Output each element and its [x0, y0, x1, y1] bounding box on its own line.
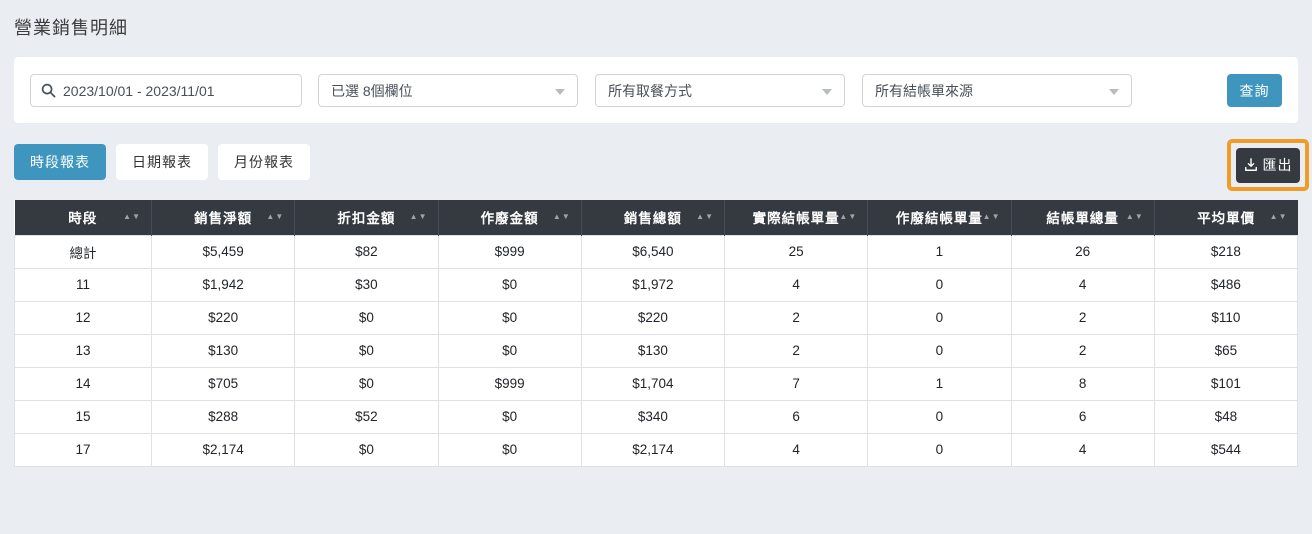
table-row: 15 $288 $52 $0 $340 6 0 6 $48 [14, 399, 1299, 434]
search-icon [41, 83, 56, 98]
table-row: 17 $2,174 $0 $0 $2,174 4 0 4 $544 [14, 432, 1299, 467]
chevron-down-icon [822, 89, 832, 95]
column-header-discount[interactable]: 折扣金額 ▲▼ [294, 200, 439, 235]
chevron-down-icon [1109, 89, 1119, 95]
report-tabs: 時段報表 日期報表 月份報表 [14, 144, 310, 180]
sort-icon: ▲▼ [1125, 212, 1144, 222]
export-label: 匯出 [1262, 157, 1293, 173]
column-header-avg-price[interactable]: 平均單價 ▲▼ [1154, 200, 1298, 235]
date-range-input[interactable]: 2023/10/01 - 2023/11/01 [30, 74, 302, 107]
table-row: 12 $220 $0 $0 $220 2 0 2 $110 [14, 300, 1299, 335]
table-row: 總計 $5,459 $82 $999 $6,540 25 1 26 $218 [14, 234, 1299, 269]
column-header-actual-bills[interactable]: 實際結帳單量 ▲▼ [724, 200, 869, 235]
bill-source-dropdown[interactable]: 所有結帳單來源 [862, 74, 1132, 107]
column-header-void-bills[interactable]: 作廢結帳單量 ▲▼ [867, 200, 1012, 235]
sort-icon: ▲▼ [123, 212, 141, 222]
sort-icon: ▲▼ [552, 212, 571, 222]
bill-source-value: 所有結帳單來源 [875, 82, 973, 99]
date-range-value: 2023/10/01 - 2023/11/01 [63, 82, 215, 99]
export-button[interactable]: 匯出 [1236, 147, 1300, 183]
column-header-net-sales[interactable]: 銷售淨額 ▲▼ [151, 200, 296, 235]
pickup-method-value: 所有取餐方式 [608, 82, 692, 99]
tab-time-report[interactable]: 時段報表 [14, 144, 106, 180]
column-header-total-bills[interactable]: 結帳單總量 ▲▼ [1011, 200, 1155, 235]
table-row: 13 $130 $0 $0 $130 2 0 2 $65 [14, 333, 1299, 368]
column-header-total-sales[interactable]: 銷售總額 ▲▼ [581, 200, 726, 235]
export-highlight-box: 匯出 [1227, 139, 1309, 191]
columns-select-dropdown[interactable]: 已選 8個欄位 [318, 74, 578, 107]
chevron-down-icon [555, 89, 565, 95]
query-button[interactable]: 查詢 [1227, 74, 1282, 107]
table-header-row: 時段 ▲▼ 銷售淨額 ▲▼ 折扣金額 ▲▼ 作廢金額 ▲▼ 銷售總額 ▲▼ 實際結帳單量 ▲… [14, 200, 1298, 235]
filter-panel: 2023/10/01 - 2023/11/01 已選 8個欄位 所有取餐方式 所… [14, 57, 1298, 123]
page-title: 營業銷售明細 [14, 18, 128, 38]
sort-icon: ▲▼ [409, 212, 428, 222]
column-header-time-slot[interactable]: 時段 ▲▼ [14, 200, 152, 235]
sort-icon: ▲▼ [982, 212, 1001, 222]
sort-icon: ▲▼ [266, 212, 285, 222]
pickup-method-dropdown[interactable]: 所有取餐方式 [595, 74, 845, 107]
table-row: 11 $1,942 $30 $0 $1,972 4 0 4 $486 [14, 267, 1299, 302]
column-header-void-amount[interactable]: 作廢金額 ▲▼ [438, 200, 582, 235]
columns-select-value: 已選 8個欄位 [331, 82, 413, 99]
sort-icon: ▲▼ [696, 212, 714, 222]
download-icon [1244, 158, 1257, 171]
table-row: 14 $705 $0 $999 $1,704 7 1 8 $101 [14, 366, 1299, 401]
sort-icon: ▲▼ [1269, 212, 1288, 222]
tab-date-report[interactable]: 日期報表 [116, 144, 208, 180]
sales-report-table: 時段 ▲▼ 銷售淨額 ▲▼ 折扣金額 ▲▼ 作廢金額 ▲▼ 銷售總額 ▲▼ 實際結帳單量 ▲… [14, 200, 1299, 467]
sort-icon: ▲▼ [839, 212, 858, 222]
tab-month-report[interactable]: 月份報表 [218, 144, 310, 180]
